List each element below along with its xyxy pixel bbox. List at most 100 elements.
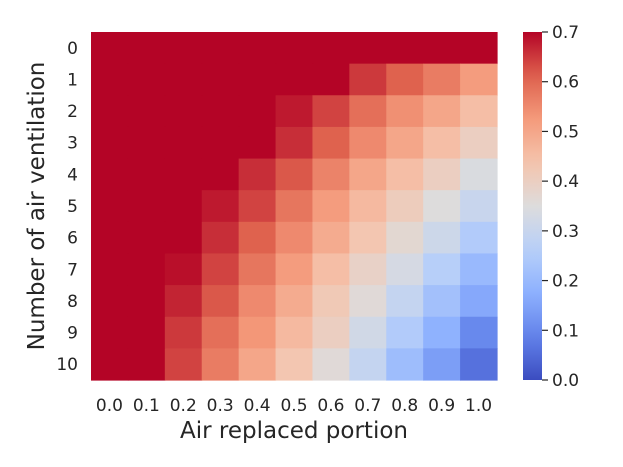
- heatmap-cell-r8-c10: [460, 285, 498, 318]
- heatmap-cell-r6-c2: [164, 221, 203, 255]
- heatmap-cell-r9-c3: [201, 316, 240, 349]
- heatmap-cell-r5-c2: [164, 190, 203, 223]
- heatmap-cell-r10-c9: [423, 348, 461, 381]
- heatmap-cell-r8-c4: [238, 285, 277, 318]
- heatmap-cell-r0-c9: [423, 32, 461, 65]
- x-tick-label: 0.0: [96, 396, 123, 416]
- heatmap-cell-r10-c5: [275, 348, 314, 381]
- y-tick-label: 7: [67, 260, 78, 280]
- heatmap-cell-r2-c7: [349, 95, 387, 128]
- y-tick-label: 9: [67, 324, 78, 344]
- colorbar-tick-label: 0.2: [552, 272, 579, 292]
- heatmap-cell-r5-c7: [349, 190, 387, 223]
- heatmap-cell-r5-c3: [201, 190, 240, 223]
- heatmap-cell-r1-c5: [275, 63, 314, 96]
- x-tick-label: 0.2: [170, 396, 197, 416]
- heatmap-cell-r1-c2: [164, 63, 203, 96]
- heatmap-cell-r7-c4: [238, 253, 277, 286]
- heatmap-cell-r6-c10: [460, 221, 498, 255]
- heatmap-cell-r0-c5: [275, 32, 314, 65]
- heatmap-cell-r10-c10: [460, 348, 498, 381]
- heatmap-cell-r0-c8: [386, 32, 424, 65]
- heatmap-cell-r2-c3: [201, 95, 240, 128]
- heatmap-cell-r8-c2: [164, 285, 203, 318]
- heatmap-cell-r6-c3: [201, 221, 240, 255]
- heatmap-cell-r7-c3: [201, 253, 240, 286]
- heatmap-cell-r9-c1: [127, 316, 166, 349]
- heatmap-cell-r0-c6: [312, 32, 350, 65]
- heatmap-cell-r1-c0: [91, 63, 129, 96]
- heatmap-cell-r0-c3: [201, 32, 240, 65]
- heatmap-cell-r6-c5: [275, 221, 314, 255]
- heatmap-cell-r0-c1: [127, 32, 166, 65]
- y-tick-label: 10: [56, 355, 78, 375]
- heatmap-cells: [91, 32, 498, 381]
- heatmap-cell-r9-c10: [460, 316, 498, 349]
- x-tick-label: 1.0: [465, 396, 492, 416]
- heatmap-cell-r8-c7: [349, 285, 387, 318]
- y-tick-label: 2: [67, 102, 78, 122]
- heatmap-cell-r1-c8: [386, 63, 424, 96]
- x-axis-title: Air replaced portion: [180, 418, 408, 444]
- y-tick-label: 0: [67, 39, 78, 59]
- heatmap-cell-r1-c9: [423, 63, 461, 96]
- x-tick-label: 0.8: [391, 396, 418, 416]
- heatmap-cell-r4-c9: [423, 158, 461, 191]
- heatmap-cell-r0-c4: [238, 32, 277, 65]
- heatmap-cell-r7-c6: [312, 253, 350, 286]
- heatmap-cell-r7-c2: [164, 253, 203, 286]
- heatmap-cell-r7-c9: [423, 253, 461, 286]
- x-tick-label: 0.6: [317, 396, 344, 416]
- y-tick-label: 5: [67, 197, 78, 217]
- heatmap-cell-r3-c2: [164, 126, 203, 160]
- heatmap-cell-r3-c6: [312, 126, 350, 160]
- heatmap-cell-r4-c3: [201, 158, 240, 191]
- colorbar-tick-label: 0.4: [552, 172, 579, 192]
- heatmap-cell-r2-c2: [164, 95, 203, 128]
- heatmap-cell-r10-c8: [386, 348, 424, 381]
- heatmap-cell-r9-c9: [423, 316, 461, 349]
- y-tick-label: 1: [67, 70, 78, 90]
- heatmap-cell-r7-c1: [127, 253, 166, 286]
- heatmap-cell-r10-c3: [201, 348, 240, 381]
- heatmap-cell-r3-c9: [423, 126, 461, 160]
- heatmap-cell-r7-c0: [91, 253, 129, 286]
- heatmap-cell-r10-c7: [349, 348, 387, 381]
- colorbar-tick-label: 0.6: [552, 73, 579, 93]
- heatmap-cell-r0-c2: [164, 32, 203, 65]
- heatmap-cell-r5-c8: [386, 190, 424, 223]
- heatmap-cell-r4-c1: [127, 158, 166, 191]
- heatmap-cell-r9-c8: [386, 316, 424, 349]
- heatmap-cell-r6-c7: [349, 221, 387, 255]
- heatmap-cell-r9-c0: [91, 316, 129, 349]
- y-axis-ticks: 0 1 2 3 4 5 6 7 8 9 10: [56, 39, 78, 375]
- x-tick-label: 0.9: [428, 396, 455, 416]
- heatmap-cell-r0-c10: [460, 32, 498, 65]
- colorbar-tick-label: 0.0: [552, 371, 579, 391]
- colorbar-ticks: 0.0 0.1 0.2 0.3 0.4 0.5 0.6 0.7: [542, 23, 579, 391]
- x-axis-ticks: 0.0 0.1 0.2 0.3 0.4 0.5 0.6 0.7 0.8 0.9 1.0: [96, 396, 492, 416]
- heatmap-cell-r9-c6: [312, 316, 350, 349]
- heatmap-cell-r2-c10: [460, 95, 498, 128]
- x-tick-label: 0.4: [244, 396, 271, 416]
- heatmap-cell-r4-c7: [349, 158, 387, 191]
- heatmap-cell-r3-c3: [201, 126, 240, 160]
- heatmap-cell-r8-c1: [127, 285, 166, 318]
- heatmap-cell-r6-c0: [91, 221, 129, 255]
- heatmap-cell-r5-c10: [460, 190, 498, 223]
- heatmap-cell-r3-c10: [460, 126, 498, 160]
- heatmap-cell-r3-c1: [127, 126, 166, 160]
- heatmap-cell-r2-c4: [238, 95, 277, 128]
- heatmap-cell-r5-c0: [91, 190, 129, 223]
- heatmap-cell-r8-c0: [91, 285, 129, 318]
- heatmap-cell-r4-c5: [275, 158, 314, 191]
- colorbar-tick-label: 0.3: [552, 222, 579, 242]
- heatmap-cell-r0-c0: [91, 32, 129, 65]
- heatmap-cell-r3-c8: [386, 126, 424, 160]
- heatmap-cell-r1-c10: [460, 63, 498, 96]
- heatmap-cell-r8-c6: [312, 285, 350, 318]
- heatmap-cell-r1-c6: [312, 63, 350, 96]
- heatmap-cell-r10-c1: [127, 348, 166, 381]
- heatmap-cell-r9-c7: [349, 316, 387, 349]
- heatmap-cell-r7-c7: [349, 253, 387, 286]
